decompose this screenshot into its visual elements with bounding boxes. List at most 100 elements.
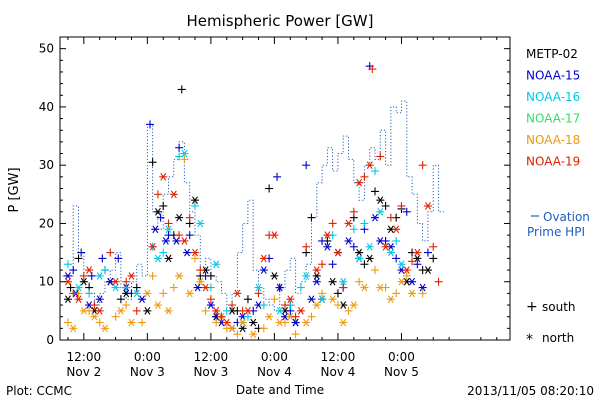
metp-02-south-point xyxy=(159,201,168,210)
noaa-18-south-point xyxy=(148,271,157,280)
noaa-15-south-point xyxy=(77,248,86,257)
x-tick-date-label: Nov 3 xyxy=(193,365,228,379)
x-tick-time-label: 0:00 xyxy=(134,350,161,364)
noaa-15-north-point xyxy=(95,295,104,304)
metp-02-north-point xyxy=(175,213,184,222)
noaa-18-south-point xyxy=(318,289,327,298)
legend-entry-noaa-18: NOAA-18 xyxy=(526,133,580,147)
noaa-18-north-point xyxy=(175,272,184,280)
noaa-15-north-point xyxy=(312,277,321,286)
metp-02-north-point xyxy=(365,254,374,263)
noaa-16-north-point xyxy=(132,289,141,298)
x-tick-date-label: Nov 3 xyxy=(130,365,165,379)
noaa-15-south-point xyxy=(402,207,411,216)
noaa-19-south-point xyxy=(175,231,184,240)
noaa-18-south-point xyxy=(201,306,210,315)
x-tick-date-label: Nov 5 xyxy=(384,365,419,379)
noaa-18-north-point xyxy=(79,307,88,315)
x-tick-date-label: Nov 4 xyxy=(257,365,292,379)
noaa-18-south-point xyxy=(392,289,401,298)
metp-02-south-point xyxy=(116,295,125,304)
hpi-legend-label-1: Ovation xyxy=(543,210,590,224)
noaa-18-north-point xyxy=(143,289,152,298)
noaa-18-south-point xyxy=(355,277,364,286)
legend-entry-noaa-15: NOAA-15 xyxy=(526,69,580,83)
noaa-18-north-point xyxy=(349,301,358,309)
noaa-15-south-point xyxy=(69,266,78,275)
noaa-18-north-point xyxy=(397,277,406,286)
noaa-16-south-point xyxy=(360,219,369,228)
noaa-15-south-point xyxy=(273,172,282,181)
noaa-15-south-point xyxy=(185,231,194,240)
noaa-19-south-point xyxy=(434,277,443,286)
noaa-18-north-point xyxy=(408,289,417,298)
noaa-15-north-point xyxy=(418,283,427,292)
noaa-18-north-point xyxy=(339,318,348,327)
noaa-18-north-point xyxy=(376,283,385,292)
chart-title: Hemispheric Power [GW] xyxy=(187,12,374,30)
noaa-16-south-point xyxy=(85,289,94,298)
metp-02-south-point xyxy=(132,283,141,292)
noaa-19-south-point xyxy=(217,312,226,321)
noaa-19-north-point xyxy=(323,231,332,239)
hpi-legend: Ovation Prime HPI xyxy=(527,210,590,239)
noaa-19-north-point xyxy=(169,190,178,199)
footer-timestamp: 2013/11/05 08:20:10 xyxy=(467,384,594,398)
noaa-18-south-point xyxy=(307,312,316,321)
metp-02-south-point xyxy=(429,254,438,263)
noaa-18-north-point xyxy=(90,312,99,321)
metp-02-north-point xyxy=(376,196,385,204)
metp-02-north-point xyxy=(238,324,247,333)
noaa-16-north-point xyxy=(355,254,364,263)
noaa-19-north-point xyxy=(392,225,401,234)
noaa-19-south-point xyxy=(360,172,369,181)
y-tick-label: 50 xyxy=(39,42,54,56)
noaa-15-south-point xyxy=(392,254,401,263)
noaa-18-south-point xyxy=(111,312,120,321)
noaa-16-south-point xyxy=(371,167,379,176)
noaa-15-north-point xyxy=(206,301,215,309)
noaa-19-north-point xyxy=(191,248,199,257)
noaa-19-south-point xyxy=(206,295,215,304)
noaa-19-north-point xyxy=(85,266,94,274)
noaa-15-north-point xyxy=(172,237,181,245)
noaa-18-north-point xyxy=(275,318,284,327)
noaa-18-south-point xyxy=(344,306,353,315)
noaa-19-south-point xyxy=(79,271,88,280)
noaa-19-north-point xyxy=(243,307,252,315)
metp-02-south-point xyxy=(371,187,379,196)
y-tick-label: 20 xyxy=(39,216,54,230)
metp-02-south-point xyxy=(307,213,316,222)
noaa-18-south-point xyxy=(191,254,199,263)
legend-entry-noaa-17: NOAA-17 xyxy=(526,112,580,126)
metp-02-south-point xyxy=(360,260,369,269)
metp-02-north-point xyxy=(312,272,321,280)
noaa-15-north-point xyxy=(371,213,379,222)
noaa-18-south-point xyxy=(138,318,147,327)
noaa-15-north-point xyxy=(183,248,192,257)
noaa-19-north-point xyxy=(180,237,189,245)
noaa-16-south-point xyxy=(101,266,109,275)
noaa-19-south-point xyxy=(408,257,417,266)
metp-02-south-point xyxy=(148,158,157,167)
noaa-15-north-point xyxy=(138,295,147,304)
noaa-19-south-point xyxy=(349,207,358,216)
noaa-19-south-point xyxy=(318,260,327,269)
noaa-15-north-point xyxy=(151,225,160,234)
noaa-18-south-point xyxy=(333,301,342,310)
noaa-15-north-point xyxy=(291,318,300,327)
metp-02-north-point xyxy=(143,307,152,315)
noaa-18-north-point xyxy=(360,283,369,292)
noaa-18-south-point xyxy=(180,155,189,164)
y-axis-label: P [GW] xyxy=(7,167,22,212)
noaa-18-south-point xyxy=(212,318,221,327)
noaa-18-south-point xyxy=(159,289,168,298)
noaa-16-south-point xyxy=(222,306,231,315)
noaa-18-north-point xyxy=(265,312,274,321)
noaa-16-north-point xyxy=(365,242,374,251)
noaa-16-north-point xyxy=(302,272,311,280)
metp-02-north-point xyxy=(164,254,173,263)
noaa-19-south-point xyxy=(397,201,406,210)
noaa-19-north-point xyxy=(344,219,353,228)
y-tick-label: 10 xyxy=(39,275,54,289)
